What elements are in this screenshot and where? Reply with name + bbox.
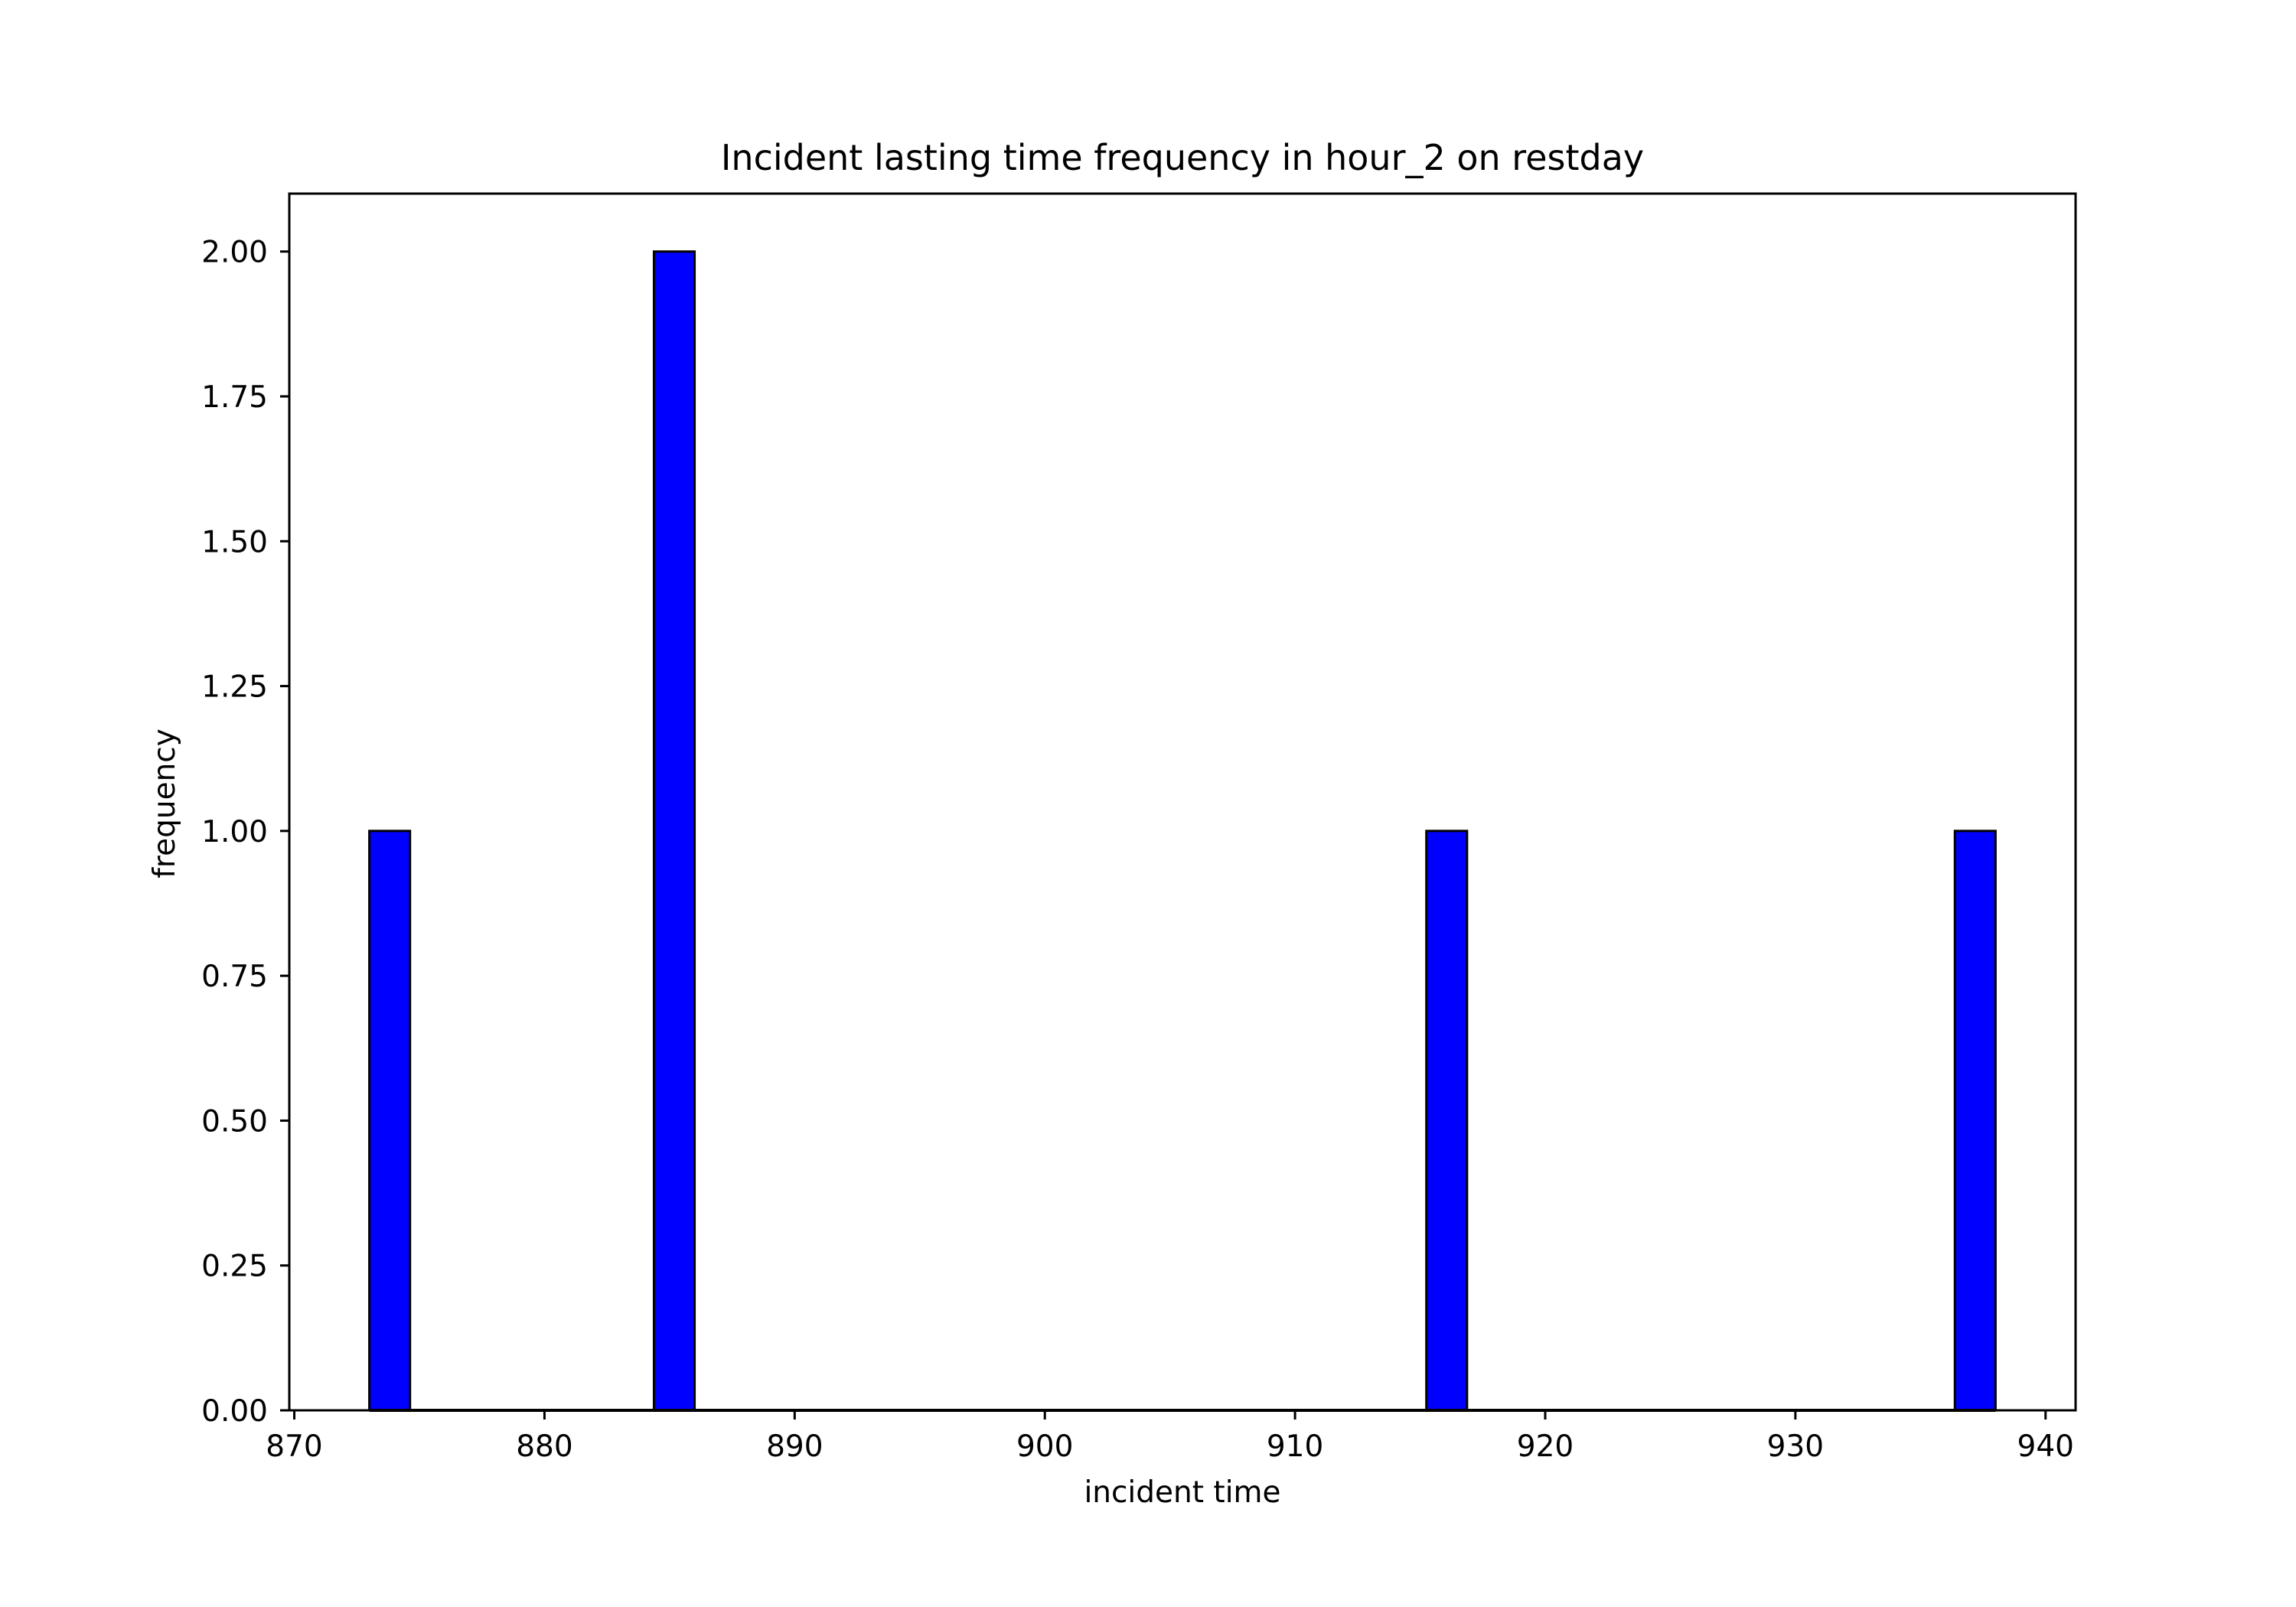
y-tick-label: 0.50 — [201, 1104, 268, 1139]
x-tick-label: 930 — [1767, 1429, 1824, 1464]
y-tick-label: 1.75 — [201, 380, 268, 415]
plot-frame — [288, 192, 2077, 1412]
x-tick-label: 900 — [1016, 1429, 1073, 1464]
x-tick-label: 890 — [766, 1429, 823, 1464]
chart-title: Incident lasting time frequency in hour_… — [721, 137, 1644, 178]
histogram-bar — [368, 830, 412, 1412]
y-tick-label: 1.50 — [201, 525, 268, 559]
y-tick-label: 2.00 — [201, 236, 268, 270]
x-tick-label: 870 — [266, 1429, 322, 1464]
y-tick-label: 0.75 — [201, 960, 268, 994]
y-tick-label: 1.25 — [201, 670, 268, 705]
y-axis-ticks: 0.00 0.25 0.50 0.75 1.00 1.25 1.50 1.75 2.00 — [201, 236, 289, 1429]
x-axis-label: incident time — [1084, 1475, 1280, 1510]
x-tick-label: 920 — [1517, 1429, 1574, 1464]
y-tick-label: 0.25 — [201, 1250, 268, 1284]
x-tick-label: 880 — [516, 1429, 572, 1464]
x-axis-ticks: 870 880 890 900 910 920 930 940 — [266, 1410, 2074, 1464]
y-tick-label: 1.00 — [201, 815, 268, 849]
histogram-bar — [1953, 830, 1997, 1412]
histogram-bar — [1425, 830, 1469, 1412]
histogram-bar — [652, 250, 696, 1412]
y-tick-label: 0.00 — [201, 1394, 268, 1429]
x-tick-label: 940 — [2017, 1429, 2074, 1464]
bars-layer — [368, 250, 1997, 1412]
x-tick-label: 910 — [1267, 1429, 1323, 1464]
y-axis-label: frequency — [148, 729, 182, 878]
